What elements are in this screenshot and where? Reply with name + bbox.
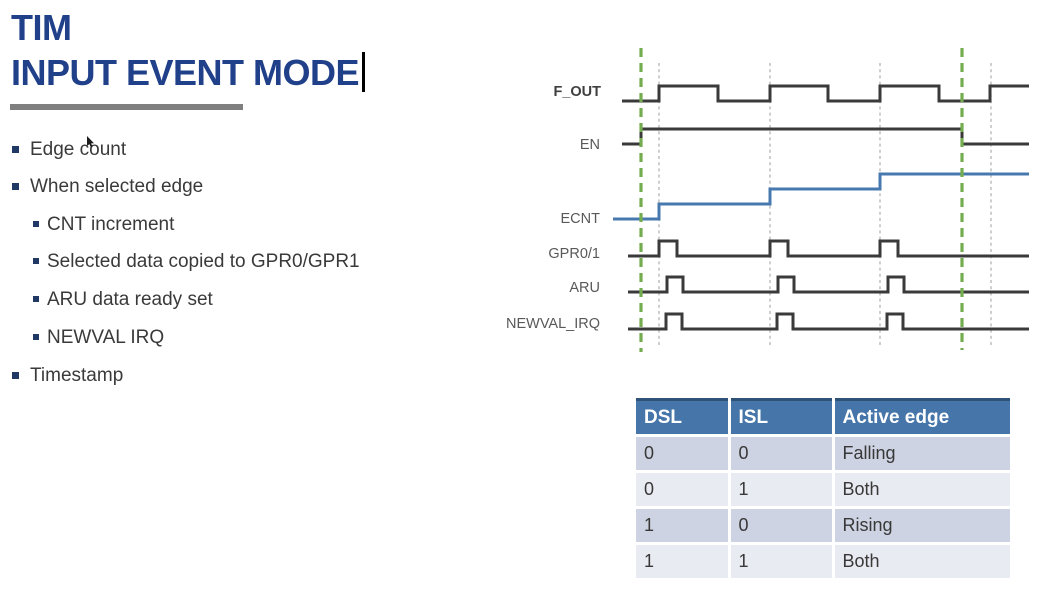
bullet-square-icon: [33, 296, 39, 302]
signal-label-en: EN: [580, 137, 600, 153]
title-line-1[interactable]: TIM: [11, 7, 72, 48]
signal-label-ecnt: ECNT: [561, 211, 601, 227]
active-edge-table: DSL ISL Active edge 0 0 Falling 0 1 Both…: [636, 398, 1010, 578]
cell-dsl: 0: [636, 434, 731, 472]
cell-active-edge: Rising: [833, 506, 1010, 544]
bullet-label: ARU data ready set: [47, 289, 213, 310]
table-header-active-edge: Active edge: [833, 398, 1010, 436]
bullet-label: Selected data copied to GPR0/GPR1: [47, 251, 360, 272]
bullet-edge-count: Edge count: [12, 138, 126, 162]
bullet-square-icon: [12, 183, 19, 190]
cell-active-edge: Falling: [833, 434, 1010, 472]
bullet-selected-data-copied: Selected data copied to GPR0/GPR1: [33, 250, 360, 274]
table-header-dsl: DSL: [636, 398, 731, 436]
signal-label-aru: ARU: [569, 280, 600, 296]
signal-trace-f-out: [622, 84, 1029, 103]
table-header-isl: ISL: [729, 398, 835, 436]
cell-dsl: 0: [636, 470, 731, 508]
bullet-square-icon: [33, 221, 39, 227]
bullet-label: NEWVAL IRQ: [47, 327, 165, 348]
title-underline: [10, 104, 243, 110]
signal-trace-newval-irq: [628, 312, 1029, 331]
signal-label-newval-irq: NEWVAL_IRQ: [506, 316, 600, 332]
title-line-2[interactable]: INPUT EVENT MODE: [11, 50, 365, 95]
slide-title[interactable]: TIM INPUT EVENT MODE: [11, 5, 365, 95]
signal-trace-en: [622, 127, 1029, 146]
cell-isl: 1: [729, 470, 835, 508]
table-header-row: DSL ISL Active edge: [636, 398, 1010, 436]
bullet-label: CNT increment: [47, 214, 175, 235]
cell-dsl: 1: [636, 506, 731, 544]
text-caret: [362, 52, 365, 92]
table-row: 1 0 Rising: [636, 506, 1010, 544]
cell-isl: 1: [729, 542, 835, 578]
cell-dsl: 1: [636, 542, 731, 578]
bullet-square-icon: [33, 334, 39, 340]
bullet-cnt-increment: CNT increment: [33, 213, 174, 237]
signal-trace-gpr0-1: [628, 239, 1029, 258]
mouse-cursor-icon: [87, 136, 94, 148]
signal-label-gpr01: GPR0/1: [548, 246, 600, 262]
bullet-square-icon: [12, 372, 19, 379]
signal-trace-ecnt: [613, 172, 1029, 221]
cell-active-edge: Both: [833, 542, 1010, 578]
bullet-newval-irq: NEWVAL IRQ: [33, 326, 164, 350]
bullet-aru-data-ready: ARU data ready set: [33, 288, 213, 312]
table-row: 1 1 Both: [636, 542, 1010, 578]
bullet-timestamp: Timestamp: [12, 364, 123, 388]
bullet-square-icon: [33, 258, 39, 264]
bullet-label: When selected edge: [30, 176, 204, 197]
signal-label-f-out: F_OUT: [553, 84, 601, 100]
cell-active-edge: Both: [833, 470, 1010, 508]
cell-isl: 0: [729, 434, 835, 472]
bullet-square-icon: [12, 146, 19, 153]
bullet-label: Timestamp: [30, 365, 124, 386]
signal-trace-aru: [628, 275, 1029, 294]
bullet-when-selected-edge: When selected edge: [12, 175, 203, 199]
table-row: 0 1 Both: [636, 470, 1010, 508]
table-row: 0 0 Falling: [636, 434, 1010, 472]
bullet-label: Edge count: [30, 139, 127, 160]
cell-isl: 0: [729, 506, 835, 544]
